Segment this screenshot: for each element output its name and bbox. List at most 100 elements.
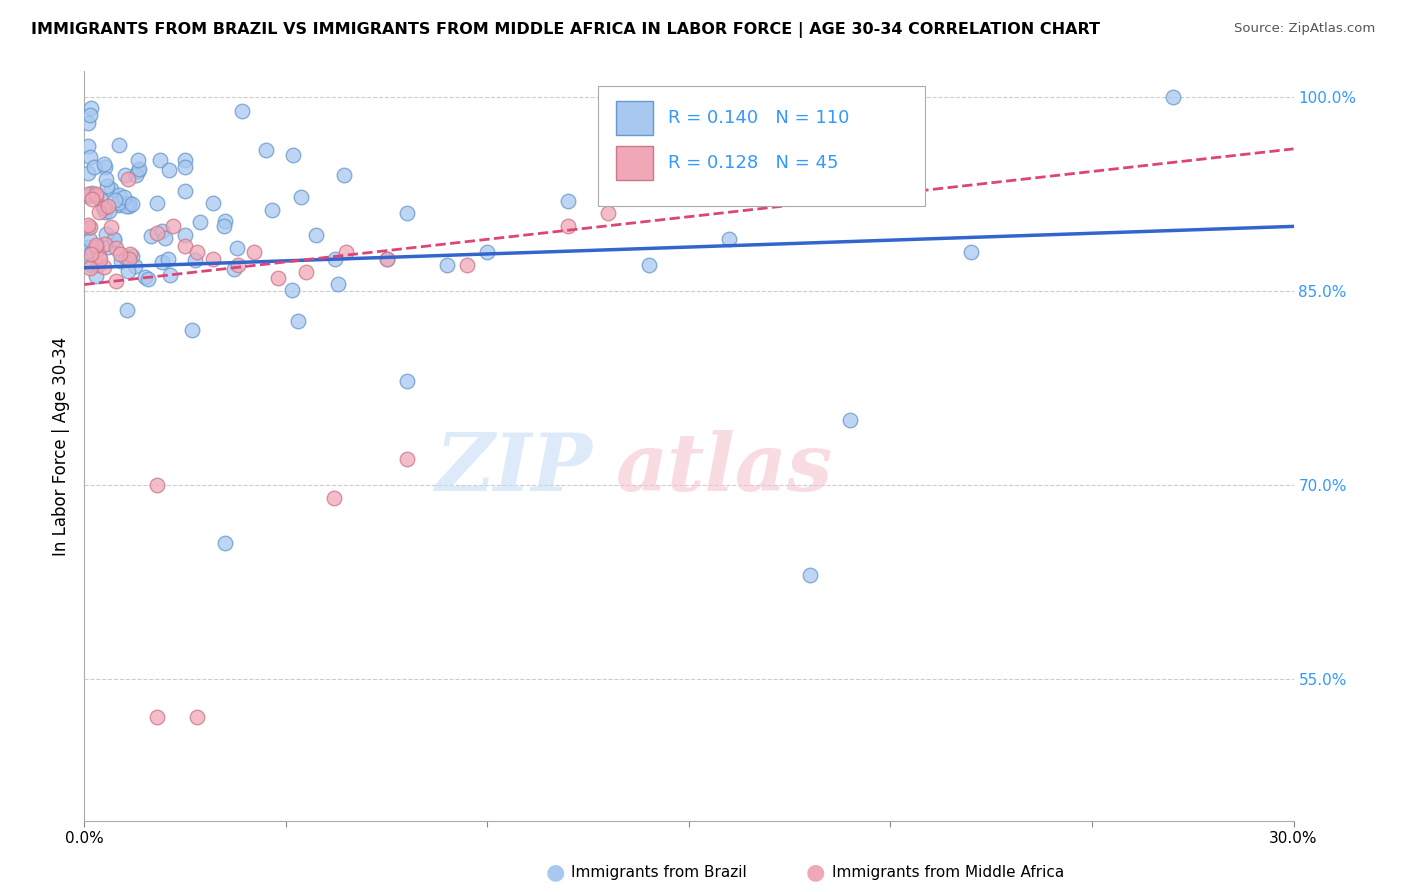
Point: [1161, 90, 1184, 104]
Point: [84, 189, 107, 203]
Point: [118, 199, 141, 213]
Point: [149, 153, 172, 168]
Point: [79, 220, 101, 235]
Point: [79, 261, 101, 276]
Point: [267, 271, 290, 285]
Point: [214, 536, 236, 550]
Point: [157, 162, 180, 177]
Point: [395, 451, 418, 466]
Point: [83, 161, 105, 175]
Point: [77, 219, 100, 233]
Point: [93, 157, 115, 171]
Point: [96, 179, 118, 194]
Point: [637, 258, 659, 272]
Point: [80, 192, 103, 206]
Point: [104, 194, 127, 208]
Point: [97, 203, 120, 218]
Point: [224, 262, 246, 277]
Point: [201, 195, 224, 210]
Point: [96, 227, 118, 241]
Point: [174, 239, 197, 253]
Point: [128, 161, 150, 176]
Point: [139, 228, 162, 243]
Point: [77, 187, 100, 202]
Point: [152, 255, 174, 269]
Point: [598, 206, 620, 220]
Point: [718, 232, 741, 246]
Text: ZIP: ZIP: [436, 430, 592, 508]
Point: [115, 251, 138, 265]
Point: [436, 258, 458, 272]
Point: [114, 169, 136, 183]
Point: [456, 258, 478, 272]
Point: [77, 240, 100, 254]
Text: ●: ●: [546, 863, 565, 882]
Point: [395, 206, 418, 220]
Point: [79, 150, 101, 164]
Point: [84, 268, 107, 283]
Point: [557, 194, 579, 208]
Point: [375, 252, 398, 266]
Point: [186, 245, 208, 260]
Point: [84, 240, 107, 254]
Point: [105, 274, 128, 288]
Point: [323, 252, 346, 267]
Point: [84, 186, 107, 201]
Point: [82, 244, 104, 258]
Point: [77, 138, 100, 153]
Text: R = 0.140   N = 110: R = 0.140 N = 110: [668, 109, 849, 127]
Point: [326, 277, 349, 291]
Point: [125, 168, 148, 182]
Point: [395, 375, 418, 389]
Point: [127, 164, 149, 178]
Point: [146, 196, 169, 211]
FancyBboxPatch shape: [599, 87, 925, 206]
Point: [79, 233, 101, 247]
Point: [960, 245, 983, 260]
Point: [281, 147, 304, 161]
Point: [262, 203, 284, 218]
Point: [226, 258, 249, 272]
Point: [93, 160, 115, 174]
Point: [295, 264, 318, 278]
Point: [152, 224, 174, 238]
Point: [77, 116, 100, 130]
Point: [117, 264, 139, 278]
Point: [333, 169, 356, 183]
Point: [214, 214, 236, 228]
Point: [188, 215, 211, 229]
Point: [174, 160, 197, 174]
Point: [108, 247, 131, 261]
Point: [174, 184, 197, 198]
Point: [104, 241, 127, 255]
Point: [174, 153, 197, 168]
Point: [79, 108, 101, 122]
Point: [87, 249, 110, 263]
Point: [77, 166, 100, 180]
Text: IMMIGRANTS FROM BRAZIL VS IMMIGRANTS FROM MIDDLE AFRICA IN LABOR FORCE | AGE 30-: IMMIGRANTS FROM BRAZIL VS IMMIGRANTS FRO…: [31, 22, 1099, 38]
Point: [799, 568, 821, 582]
Point: [281, 283, 304, 297]
Point: [477, 245, 499, 260]
Point: [162, 219, 184, 234]
Point: [86, 243, 108, 257]
Point: [103, 231, 125, 245]
Point: [375, 252, 398, 266]
Point: [77, 188, 100, 202]
Point: [93, 202, 115, 216]
Text: R = 0.128   N = 45: R = 0.128 N = 45: [668, 153, 839, 172]
Text: Immigrants from Brazil: Immigrants from Brazil: [571, 865, 747, 880]
Point: [174, 228, 197, 243]
Point: [115, 302, 138, 317]
Point: [91, 200, 114, 214]
Text: Immigrants from Middle Africa: Immigrants from Middle Africa: [832, 865, 1064, 880]
Point: [97, 240, 120, 254]
Point: [287, 314, 309, 328]
Point: [186, 710, 208, 724]
Point: [121, 249, 143, 263]
Text: atlas: atlas: [616, 430, 834, 508]
Point: [118, 195, 141, 210]
Point: [103, 233, 125, 247]
Point: [290, 190, 312, 204]
Point: [212, 219, 235, 233]
